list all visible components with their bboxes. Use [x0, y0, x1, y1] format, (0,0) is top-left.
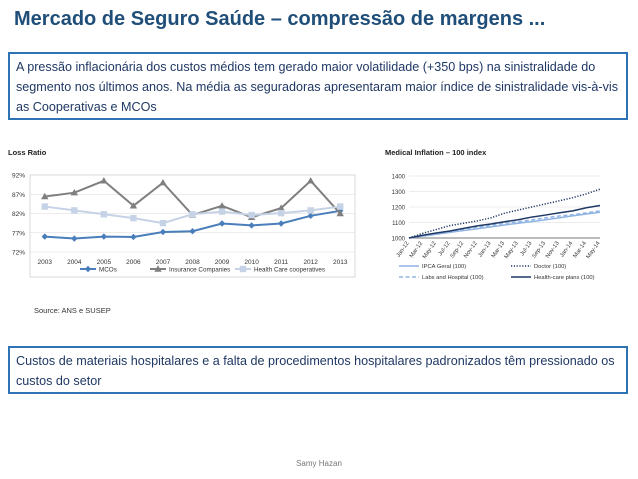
loss-ratio-point: [277, 209, 285, 217]
inflation-x-tick-label: May-12: [422, 241, 438, 260]
loss-ratio-point: [248, 222, 255, 229]
loss-ratio-chart: Loss Ratio 72% 77% 82% 87% 92% 2003 2004 2005 2…: [8, 148, 356, 278]
medical-inflation-chart-title: Medical Inflation – 100 index: [385, 148, 487, 157]
loss-ratio-point: [41, 233, 48, 240]
loss-ratio-x-tick-label: 2006: [126, 259, 141, 266]
conclusion-box: Custos de materiais hospitalares e a fal…: [8, 346, 628, 394]
loss-ratio-point: [71, 207, 78, 214]
loss-ratio-point: [159, 179, 167, 186]
loss-ratio-point: [337, 203, 344, 210]
loss-ratio-x-tick-label: 2004: [67, 259, 82, 266]
medical-inflation-chart: Medical Inflation – 100 index 1000 1100 12…: [385, 148, 602, 281]
loss-ratio-legend-marker: [239, 265, 247, 273]
loss-ratio-point: [277, 204, 285, 211]
loss-ratio-point: [130, 233, 137, 241]
loss-ratio-point: [248, 211, 255, 219]
loss-ratio-legend-label: Insurance Companies: [169, 267, 230, 274]
loss-ratio-point: [71, 235, 78, 242]
loss-ratio-x-tick-label: 2005: [97, 259, 112, 266]
loss-ratio-point: [218, 220, 226, 227]
loss-ratio-point: [100, 233, 108, 240]
inflation-y-tick-label: 1300: [392, 190, 406, 196]
inflation-x-tick-label: May-13: [504, 241, 520, 260]
loss-ratio-y-tick-label: 82%: [12, 211, 25, 218]
loss-ratio-point: [277, 220, 285, 227]
loss-ratio-x-tick-label: 2008: [185, 259, 200, 266]
loss-ratio-point: [336, 209, 344, 217]
inflation-legend-label: Labs and Hospital (100): [422, 275, 484, 281]
footer-author: Samy Hazan: [296, 459, 342, 468]
loss-ratio-point: [100, 211, 108, 218]
loss-ratio-point: [100, 177, 108, 184]
loss-ratio-point: [189, 228, 196, 235]
inflation-y-tick-label: 1000: [392, 236, 406, 242]
loss-ratio-point: [41, 192, 49, 200]
loss-ratio-point: [218, 208, 226, 215]
loss-ratio-point: [70, 189, 79, 196]
loss-ratio-x-tick-label: 2011: [274, 259, 288, 266]
summary-box: A pressão inflacionária dos custos médio…: [8, 52, 628, 120]
loss-ratio-point: [218, 202, 226, 209]
inflation-legend-label: Health-care plans (100): [534, 275, 595, 281]
loss-ratio-legend-marker: [154, 265, 162, 272]
inflation-y-tick-label: 1100: [392, 221, 406, 227]
loss-ratio-x-tick-label: 2003: [38, 259, 53, 266]
loss-ratio-point: [189, 211, 196, 218]
inflation-legend-label: IPCA Geral (100): [422, 264, 466, 270]
loss-ratio-legend-label: MCOs: [99, 267, 117, 274]
conclusion-text: Custos de materiais hospitalares e a fal…: [16, 354, 615, 388]
source-note: Source: ANS e SUSEP: [34, 306, 111, 315]
slide-title: Mercado de Seguro Saúde – compressão de …: [14, 8, 546, 30]
loss-ratio-x-tick-label: 2012: [303, 259, 318, 266]
loss-ratio-y-tick-label: 92%: [12, 173, 25, 180]
inflation-y-tick-label: 1400: [392, 174, 406, 180]
loss-ratio-point: [159, 219, 167, 227]
loss-ratio-y-tick-label: 72%: [12, 250, 25, 257]
summary-text: A pressão inflacionária dos custos médio…: [16, 60, 618, 114]
inflation-series-line: [408, 211, 601, 239]
loss-ratio-x-tick-label: 2009: [215, 259, 230, 266]
loss-ratio-point: [307, 207, 314, 214]
loss-ratio-y-tick-label: 77%: [12, 230, 25, 237]
inflation-series-line: [408, 188, 601, 239]
loss-ratio-x-tick-label: 2010: [244, 259, 259, 266]
loss-ratio-point: [41, 203, 48, 210]
loss-ratio-x-tick-label: 2013: [333, 259, 348, 266]
inflation-series-line: [408, 204, 601, 239]
loss-ratio-x-tick-label: 2007: [156, 259, 171, 266]
loss-ratio-point: [130, 214, 137, 222]
inflation-x-tick-label: Nov-12: [463, 241, 479, 260]
inflation-legend-label: Doctor (100): [534, 264, 566, 270]
loss-ratio-point: [129, 202, 138, 209]
loss-ratio-point: [159, 228, 167, 236]
loss-ratio-y-tick-label: 87%: [12, 192, 25, 199]
loss-ratio-chart-title: Loss Ratio: [8, 148, 47, 157]
loss-ratio-point: [307, 212, 314, 220]
loss-ratio-legend-label: Health Care cooperatives: [254, 267, 325, 274]
loss-ratio-legend-marker: [84, 265, 92, 273]
inflation-x-tick-label: May-14: [586, 240, 602, 260]
inflation-x-tick-label: Nov-13: [545, 241, 561, 260]
inflation-y-tick-label: 1200: [392, 205, 406, 211]
loss-ratio-point: [306, 177, 315, 184]
